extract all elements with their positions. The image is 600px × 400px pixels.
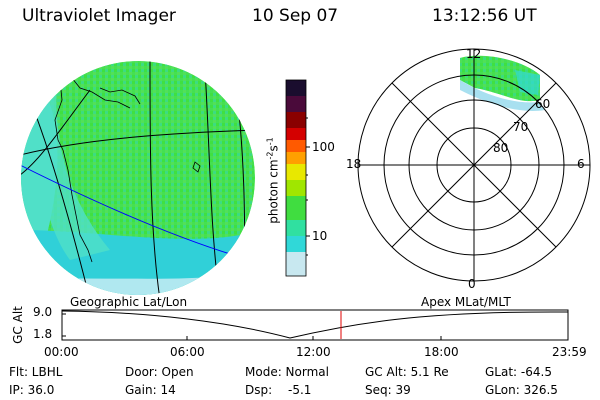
timeline-plot xyxy=(61,309,569,341)
timeline-ytick: 9.0 xyxy=(33,305,53,319)
unit-exp1: -2 xyxy=(265,151,275,160)
date-label: 10 Sep 07 xyxy=(252,6,339,26)
info-ip: IP: 36.0 xyxy=(9,383,55,397)
timeline-xtick-1: 06:00 xyxy=(170,345,205,359)
mlt-label-12: 12 xyxy=(466,47,482,61)
timeline-ytick-low: 1.8 xyxy=(33,327,53,341)
info-door: Door: Open xyxy=(125,365,194,379)
timeline-xtick-2: 12:00 xyxy=(296,345,331,359)
time-label: 13:12:56 UT xyxy=(432,6,537,26)
apex-label: Apex MLat/MLT xyxy=(421,295,511,309)
instrument-title: Ultraviolet Imager xyxy=(22,6,176,26)
colorbar-unit-label: photon cm-2s-1 xyxy=(266,111,281,251)
timeline-xtick-4: 23:59 xyxy=(552,345,587,359)
info-glat: GLat: -64.5 xyxy=(485,365,552,379)
unit-s: s xyxy=(266,145,281,152)
timeline-axis-label: GC Alt xyxy=(11,306,25,344)
colorbar-tick-10: 10 xyxy=(312,229,328,243)
mlt-label-18: 18 xyxy=(346,157,362,171)
info-seq: Seq: 39 xyxy=(365,383,411,397)
lat-label-80: 80 xyxy=(493,141,509,155)
timeline-xtick-3: 18:00 xyxy=(424,345,459,359)
lat-label-60: 60 xyxy=(535,97,551,111)
unit-exp2: -1 xyxy=(265,137,275,146)
info-dsp: Dsp: xyxy=(245,383,273,397)
info-glon: GLon: 326.5 xyxy=(485,383,558,397)
unit-photon: photon cm xyxy=(266,159,281,224)
mlt-label-6: 6 xyxy=(577,157,585,171)
polar-plot xyxy=(357,48,591,282)
colorbar-tick-100: 100 xyxy=(312,140,335,154)
info-flt: Flt: LBHL xyxy=(9,365,63,379)
color-bar xyxy=(285,79,310,277)
geo-map xyxy=(21,61,255,295)
info-gcalt: GC Alt: 5.1 Re xyxy=(365,365,449,379)
mlt-label-0: 0 xyxy=(468,277,476,291)
info-dsp-value: -5.1 xyxy=(288,383,312,397)
geo-label: Geographic Lat/Lon xyxy=(70,295,188,309)
info-mode: Mode: Normal xyxy=(245,365,329,379)
info-gain: Gain: 14 xyxy=(125,383,176,397)
timeline-xtick-0: 00:00 xyxy=(44,345,79,359)
lat-label-70: 70 xyxy=(513,120,529,134)
